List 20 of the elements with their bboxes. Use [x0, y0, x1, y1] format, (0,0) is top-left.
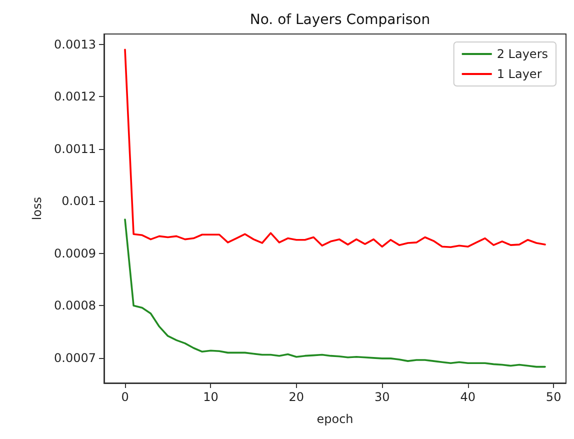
line-series: [124, 48, 546, 248]
x-tick-label: 0: [121, 390, 129, 404]
legend-label: 1 Layer: [496, 67, 542, 81]
x-tick-label: 10: [203, 390, 218, 404]
legend-label: 2 Layers: [496, 47, 548, 61]
y-axis-title: loss: [30, 196, 44, 220]
y-tick-label: 0.0011: [54, 142, 96, 156]
y-tick-label: 0.0009: [54, 246, 96, 260]
y-tick-label: 0.0007: [54, 350, 96, 365]
y-tick-label: 0.0013: [54, 37, 96, 52]
line-series: [124, 218, 546, 368]
x-tick-label: 30: [374, 390, 390, 404]
x-tick-label: 40: [460, 390, 476, 404]
x-axis-title: epoch: [316, 412, 354, 426]
y-tick-label: 0.0012: [54, 90, 96, 104]
x-tick-label: 20: [288, 390, 304, 404]
y-tick-label: 0.0008: [54, 298, 96, 313]
y-tick-label: 0.001: [62, 194, 96, 208]
x-tick-label: 50: [546, 390, 562, 404]
chart-title: No. of Layers Comparison: [250, 12, 430, 28]
